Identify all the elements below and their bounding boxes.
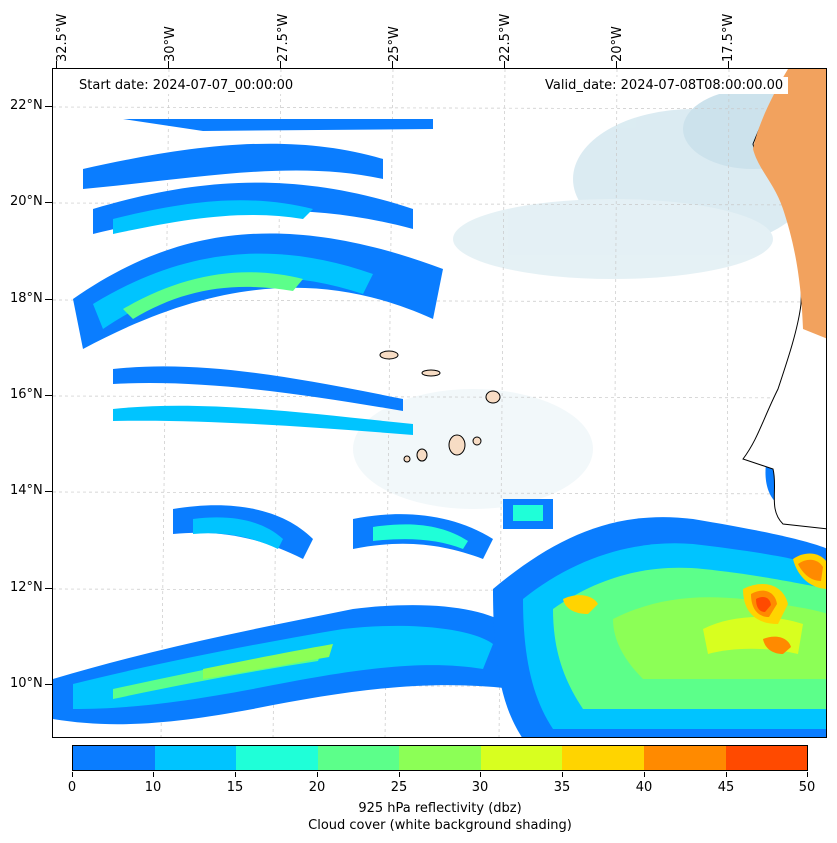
lon-label-32-5w: 32.5°W	[55, 13, 70, 62]
colorbar-segment	[399, 746, 481, 770]
colorbar-segment	[236, 746, 318, 770]
lat-tick	[45, 202, 52, 203]
lat-tick	[45, 395, 52, 396]
colorbar-tick	[153, 772, 154, 777]
reflectivity-southeast	[493, 460, 826, 737]
lat-label-20n: 20°N	[10, 194, 43, 209]
reflectivity-central	[173, 499, 553, 559]
colorbar-tick	[399, 772, 400, 777]
reflectivity-north	[73, 119, 443, 435]
lat-label-16n: 16°N	[10, 387, 43, 402]
reflectivity-south	[53, 605, 513, 725]
map-canvas	[53, 69, 826, 737]
lat-label-18n: 18°N	[10, 291, 43, 306]
colorbar-tick-label: 10	[144, 780, 162, 795]
lat-label-10n: 10°N	[10, 676, 43, 691]
colorbar-segment	[643, 746, 726, 770]
lat-tick	[45, 491, 52, 492]
lat-label-14n: 14°N	[10, 483, 43, 498]
colorbar-caption-line1: 925 hPa reflectivity (dbz)	[358, 801, 522, 816]
colorbar-segment	[725, 746, 808, 770]
colorbar-tick	[480, 772, 481, 777]
colorbar-tick	[72, 772, 73, 777]
colorbar-tick	[644, 772, 645, 777]
colorbar-segment	[562, 746, 644, 770]
lon-label-20w: 20°W	[610, 26, 625, 62]
lon-tick	[280, 61, 281, 68]
lat-label-22n: 22°N	[10, 98, 43, 113]
lon-tick	[504, 61, 505, 68]
lon-tick	[616, 61, 617, 68]
lon-label-30w: 30°W	[163, 26, 178, 62]
lon-tick	[56, 61, 57, 68]
colorbar-tick-label: 0	[67, 780, 77, 795]
lon-tick	[392, 61, 393, 68]
start-date-label: Start date: 2024-07-07_00:00:00	[74, 77, 299, 94]
colorbar-tick-label: 20	[308, 780, 326, 795]
colorbar-tick-label: 40	[635, 780, 653, 795]
colorbar-tick	[807, 772, 808, 777]
colorbar-segment	[317, 746, 400, 770]
colorbar-tick	[726, 772, 727, 777]
colorbar-tick-label: 50	[798, 780, 816, 795]
colorbar-segment	[73, 746, 155, 770]
colorbar-tick	[317, 772, 318, 777]
lat-tick	[45, 299, 52, 300]
colorbar-tick-label: 25	[390, 780, 408, 795]
lon-label-25w: 25°W	[387, 26, 402, 62]
colorbar-tick-label: 30	[471, 780, 489, 795]
lat-tick	[45, 106, 52, 107]
colorbar-caption-line2: Cloud cover (white background shading)	[308, 818, 572, 833]
lon-label-17-5w: 17.5°W	[721, 13, 736, 62]
colorbar-segment	[154, 746, 237, 770]
colorbar-tick-label: 15	[226, 780, 244, 795]
valid-date-label: Valid_date: 2024-07-08T08:00:00.00	[540, 77, 789, 94]
colorbar-tick	[235, 772, 236, 777]
lon-tick	[168, 61, 169, 68]
lon-label-22-5w: 22.5°W	[498, 13, 513, 62]
lon-label-27-5w: 27.5°W	[276, 13, 291, 62]
cape-verde-islands	[379, 350, 501, 463]
colorbar-tick-label: 35	[553, 780, 571, 795]
map-panel	[52, 68, 827, 738]
colorbar-segment	[480, 746, 563, 770]
lat-tick	[45, 684, 52, 685]
colorbar-tick-label: 45	[717, 780, 735, 795]
africa-land-shading	[753, 69, 826, 339]
lon-tick	[728, 61, 729, 68]
lat-tick	[45, 588, 52, 589]
lat-label-12n: 12°N	[10, 580, 43, 595]
reflectivity-colorbar	[72, 745, 808, 771]
colorbar-tick	[562, 772, 563, 777]
